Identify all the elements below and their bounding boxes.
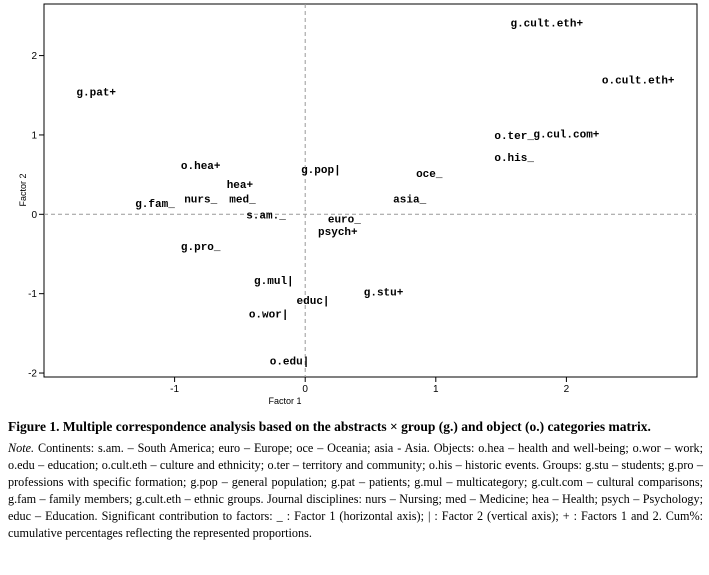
axis-ticks: -1 0 1 2 -2 -1 0 1 2 bbox=[28, 51, 570, 395]
point-label: med_ bbox=[229, 194, 256, 206]
point-label: s.am._ bbox=[246, 210, 286, 222]
x-tick-label: 1 bbox=[433, 384, 439, 395]
x-tick-label: 2 bbox=[564, 384, 570, 395]
reference-lines bbox=[44, 4, 697, 377]
figure-number: Figure 1. bbox=[8, 419, 60, 434]
y-tick-label: 0 bbox=[31, 210, 37, 221]
point-label: g.stu+ bbox=[364, 287, 404, 299]
point-label: g.mul| bbox=[254, 276, 294, 288]
y-axis-title: Factor 2 bbox=[18, 173, 28, 206]
note-label: Note. bbox=[8, 441, 35, 455]
point-label: g.cult.eth+ bbox=[510, 18, 583, 30]
point-label: asia_ bbox=[393, 194, 426, 206]
y-tick-label: -2 bbox=[28, 369, 37, 380]
point-labels: g.cult.eth+ o.cult.eth+ g.pat+ o.ter_ g.cul.… bbox=[76, 18, 674, 368]
point-label: o.edu| bbox=[270, 356, 310, 368]
note-text: Continents: s.am. – South America; euro … bbox=[8, 441, 703, 540]
point-label: oce_ bbox=[416, 169, 443, 181]
point-label: o.his_ bbox=[494, 153, 534, 165]
point-label: euro_ bbox=[328, 214, 361, 226]
y-tick-label: -1 bbox=[28, 289, 37, 300]
plot-frame bbox=[43, 3, 698, 378]
point-label: g.pop| bbox=[301, 165, 341, 177]
x-axis-title: Factor 1 bbox=[268, 396, 301, 406]
point-label: o.wor| bbox=[249, 310, 289, 322]
figure-note: Note. Continents: s.am. – South America;… bbox=[8, 440, 703, 542]
x-tick-label: 0 bbox=[302, 384, 308, 395]
point-label: nurs_ bbox=[184, 194, 217, 206]
y-tick-label: 1 bbox=[31, 130, 37, 141]
point-label: psych+ bbox=[318, 227, 358, 239]
figure-title-text: Multiple correspondence analysis based o… bbox=[59, 419, 651, 434]
point-label: hea+ bbox=[227, 180, 254, 192]
point-label: o.hea+ bbox=[181, 161, 221, 173]
figure-title: Figure 1. Multiple correspondence analys… bbox=[8, 418, 703, 436]
point-label: educ| bbox=[297, 296, 330, 308]
point-label: o.cult.eth+ bbox=[602, 75, 675, 87]
point-label: g.pro_ bbox=[181, 242, 221, 254]
point-label: o.ter_ bbox=[494, 131, 534, 143]
mca-scatter-plot: -1 0 1 2 -2 -1 0 1 2 g.cult.eth+ o.cult.eth+ g.pat… bbox=[18, 3, 698, 406]
y-tick-label: 2 bbox=[31, 51, 37, 62]
point-label: g.cul.com+ bbox=[533, 129, 599, 141]
x-tick-label: -1 bbox=[170, 384, 179, 395]
point-label: g.pat+ bbox=[76, 87, 116, 99]
figure-caption: Figure 1. Multiple correspondence analys… bbox=[8, 418, 703, 542]
point-label: g.fam_ bbox=[135, 199, 175, 211]
